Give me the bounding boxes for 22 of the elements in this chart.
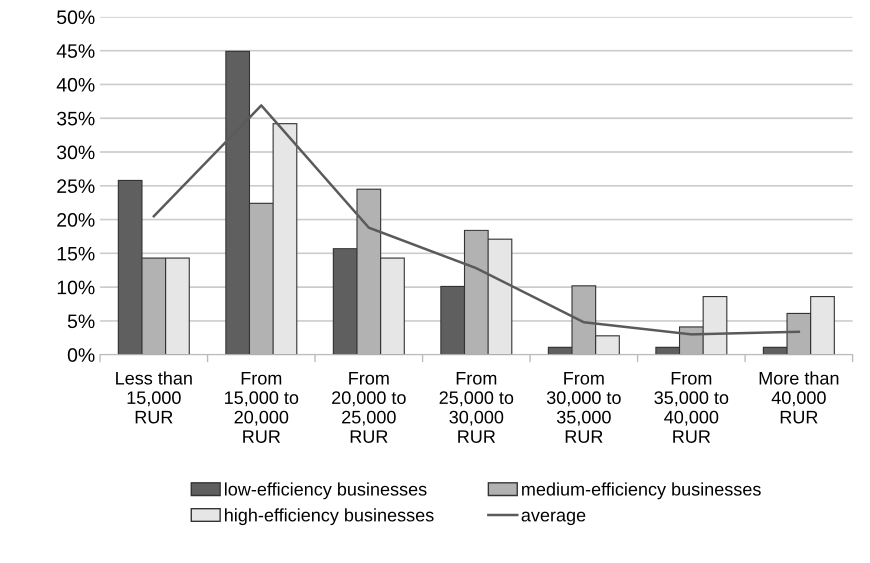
x-tick-label: From 35,000 to 40,000 RUR	[654, 372, 728, 443]
x-tick-label: From 15,000 to 20,000 RUR	[225, 372, 298, 443]
y-tick-label: 15%	[58, 246, 94, 261]
legend-label: average	[522, 512, 586, 526]
y-tick-label: 30%	[57, 145, 94, 160]
x-tick-label: From 20,000 to 25,000 RUR	[332, 372, 406, 443]
y-tick-label: 10%	[58, 280, 94, 294]
x-tick-label: From 25,000 to 30,000 RUR	[440, 372, 514, 443]
y-tick-label: 40%	[56, 78, 94, 92]
x-tick-label: From 30,000 to 35,000 RUR	[546, 372, 621, 443]
legend-label: high-efficiency businesses	[225, 508, 434, 526]
y-tick-label: 50%	[57, 10, 94, 24]
y-tick-label: 25%	[57, 179, 94, 194]
y-tick-label: 35%	[57, 112, 94, 126]
x-tick-label: More than 40,000 RUR	[760, 371, 838, 424]
legend-label: medium-efficiency businesses	[522, 482, 761, 500]
y-tick-label: 0%	[68, 348, 94, 362]
y-tick-label: 45%	[56, 44, 94, 58]
x-tick-label: Less than 15,000 RUR	[116, 371, 192, 424]
y-tick-label: 20%	[57, 213, 94, 227]
y-tick-label: 5%	[68, 314, 94, 328]
legend-label: low-efficiency businesses	[224, 482, 427, 500]
